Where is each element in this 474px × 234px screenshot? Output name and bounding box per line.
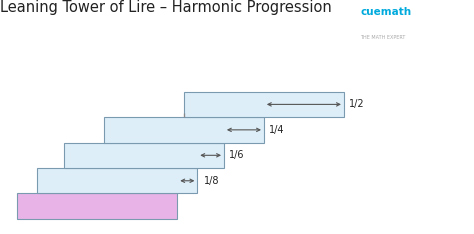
Text: 1/8: 1/8 bbox=[204, 176, 219, 186]
Text: cuemath: cuemath bbox=[360, 7, 411, 17]
Text: THE MATH EXPERT: THE MATH EXPERT bbox=[360, 35, 406, 40]
Text: Leaning Tower of Lire – Harmonic Progression: Leaning Tower of Lire – Harmonic Progres… bbox=[0, 0, 332, 15]
Text: 1/2: 1/2 bbox=[349, 99, 365, 110]
Bar bbox=[104, 117, 264, 143]
Text: 1/4: 1/4 bbox=[269, 125, 284, 135]
Bar bbox=[64, 143, 224, 168]
Text: 1/6: 1/6 bbox=[229, 150, 244, 160]
Bar bbox=[37, 168, 197, 194]
Bar bbox=[184, 92, 344, 117]
Bar bbox=[18, 194, 177, 219]
